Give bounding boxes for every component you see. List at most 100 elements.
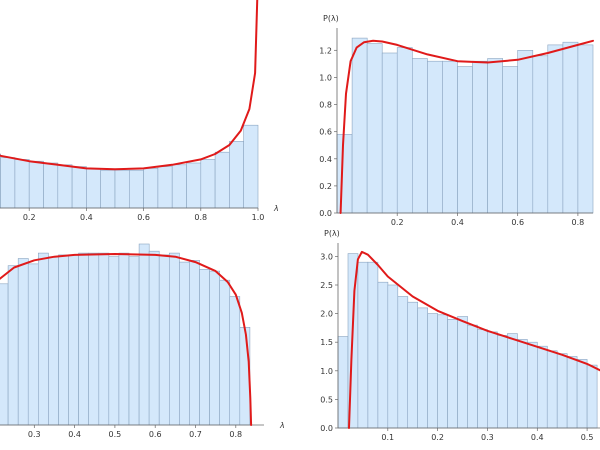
histogram-bar xyxy=(179,261,190,426)
histogram-bar xyxy=(447,318,458,429)
histogram-bar xyxy=(437,314,448,429)
histogram-bar xyxy=(336,134,353,214)
histogram-bar xyxy=(7,265,19,426)
histogram-bar xyxy=(407,301,419,429)
chart-panel-top-right: 0.2 0.4 0.6 0.8 0.0 0.2 0.4 0.6 0.8 1.0 1.2 P(λ) xyxy=(319,14,594,227)
x-tick-label: 0.8 xyxy=(229,430,242,439)
histogram-bar xyxy=(86,168,102,209)
histogram-bar xyxy=(526,341,538,429)
histogram-bar xyxy=(577,44,594,214)
histogram-bar xyxy=(209,270,221,426)
density-curve xyxy=(348,250,600,429)
histogram-bar xyxy=(100,169,116,209)
x-axis-label: λ xyxy=(279,421,285,430)
x-tick-label: 0.4 xyxy=(68,430,81,439)
histogram-bar xyxy=(377,281,389,429)
y-tick-label: 0.4 xyxy=(319,155,332,164)
histogram-bar xyxy=(114,169,130,209)
histogram-bar xyxy=(157,166,173,209)
histogram-bar xyxy=(487,58,504,214)
y-tick-label: 0.8 xyxy=(319,101,332,110)
y-axis-label: P(λ) xyxy=(323,14,339,23)
histogram-bar xyxy=(186,162,202,209)
histogram-bar xyxy=(158,254,170,426)
y-tick-label: 1.5 xyxy=(320,338,333,347)
histogram-bar xyxy=(427,313,439,429)
density-curve xyxy=(0,0,259,171)
histogram-bar xyxy=(200,159,216,209)
histogram-bar xyxy=(357,261,369,429)
histogram-bar xyxy=(129,169,144,209)
histogram-bar xyxy=(576,359,588,429)
histogram-bar xyxy=(199,268,210,426)
histogram-bar xyxy=(472,60,488,214)
histogram-bar xyxy=(517,49,534,214)
chart-panel-top-left: 0.2 0.4 0.6 0.8 1.0 λ xyxy=(0,0,279,222)
histogram-bar xyxy=(138,243,150,426)
histogram-bar xyxy=(68,254,79,426)
histogram-bar xyxy=(367,261,379,429)
histogram-bar xyxy=(108,256,120,426)
y-tick-label: 1.0 xyxy=(320,367,333,376)
histogram-bar xyxy=(143,168,159,209)
histogram-bar xyxy=(214,151,230,209)
histogram-bar xyxy=(189,259,200,426)
y-tick-label: 0.0 xyxy=(320,424,333,433)
x-tick-label: 1.0 xyxy=(252,213,265,222)
x-tick-label: 0.6 xyxy=(511,218,524,227)
histogram-bar xyxy=(37,252,49,426)
histogram-bar xyxy=(71,166,87,209)
histogram-bar xyxy=(17,258,29,426)
histogram-bar xyxy=(411,58,428,214)
histogram-bar xyxy=(536,345,548,429)
histogram-bar xyxy=(546,350,558,429)
y-tick-label: 3.0 xyxy=(320,252,333,261)
histogram-bar xyxy=(532,55,549,214)
histogram-bar xyxy=(43,162,59,209)
y-tick-label: 1.2 xyxy=(319,46,332,55)
histogram-bar xyxy=(487,331,498,429)
histogram-bar xyxy=(381,52,398,214)
x-tick-label: 0.2 xyxy=(431,433,444,442)
histogram-bar xyxy=(148,250,160,426)
x-tick-label: 0.8 xyxy=(572,218,585,227)
y-tick-label: 0.5 xyxy=(320,395,333,404)
histogram-bar xyxy=(397,296,409,429)
histogram-bar xyxy=(502,66,519,214)
histogram-bar xyxy=(442,60,458,214)
histogram-bar xyxy=(14,159,30,209)
x-tick-label: 0.3 xyxy=(481,433,494,442)
y-axis-label: P(λ) xyxy=(324,229,340,238)
histogram-bar xyxy=(78,252,89,426)
histogram-bar xyxy=(48,256,59,426)
histogram-bar xyxy=(457,66,473,214)
x-tick-label: 0.5 xyxy=(109,430,122,439)
histogram-bar xyxy=(128,256,140,426)
histogram-bar xyxy=(0,157,16,209)
x-tick-label: 0.8 xyxy=(194,213,207,222)
histogram-bar xyxy=(427,60,443,214)
histogram-bar xyxy=(566,356,578,429)
x-tick-label: 0.6 xyxy=(137,213,150,222)
y-tick-label: 0.6 xyxy=(319,128,332,137)
histogram-bar xyxy=(98,252,110,426)
y-tick-label: 1.0 xyxy=(319,73,332,82)
histogram-bar xyxy=(507,333,518,429)
histogram-bar xyxy=(417,307,429,429)
histogram-bar xyxy=(562,41,579,214)
histogram-bar xyxy=(28,160,44,209)
chart-panel-bottom-left: 0.3 0.4 0.5 0.6 0.7 0.8 λ xyxy=(0,243,285,439)
histogram-bar xyxy=(516,339,528,429)
histogram-bar xyxy=(58,254,69,426)
density-curve xyxy=(0,253,253,426)
x-tick-label: 0.2 xyxy=(23,213,36,222)
histogram-bar xyxy=(171,164,187,209)
x-tick-label: 0.6 xyxy=(149,430,162,439)
x-axis-label: λ xyxy=(273,204,279,213)
y-tick-label: 2.0 xyxy=(320,310,333,319)
histogram-bar xyxy=(57,164,73,209)
histogram-bar xyxy=(351,37,368,214)
histogram-bar xyxy=(387,284,399,429)
histogram-bar xyxy=(467,324,478,429)
histogram-bar xyxy=(243,124,259,209)
